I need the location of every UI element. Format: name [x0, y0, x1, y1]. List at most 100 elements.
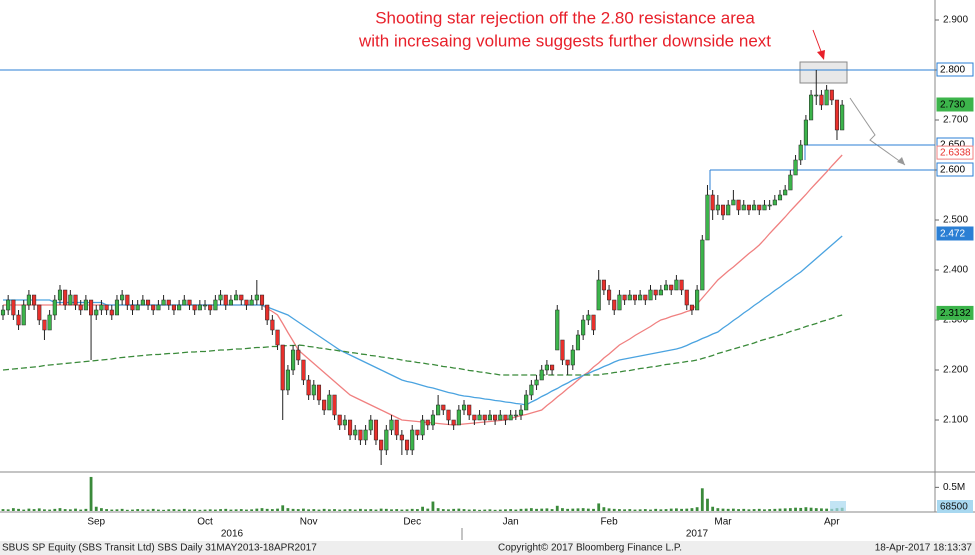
volume-bar: [11, 508, 15, 511]
candle-body: [389, 419, 394, 431]
y-tick-label: 2.100: [943, 415, 968, 426]
volume-bar: [452, 508, 456, 511]
candle-body: [311, 384, 316, 396]
candle-body: [187, 299, 192, 306]
pointer-arrow: [812, 29, 823, 55]
volume-bar: [778, 508, 782, 511]
candle-body: [493, 414, 498, 421]
volume-bar: [203, 509, 207, 511]
volume-bar: [447, 509, 450, 511]
candle-body: [171, 304, 176, 311]
volume-bar: [711, 506, 715, 511]
candle-body: [83, 299, 88, 311]
candle-body: [715, 204, 720, 211]
candle-body: [705, 194, 710, 241]
candle-body: [280, 344, 285, 391]
volume-bar: [79, 509, 83, 511]
candle-body: [73, 294, 78, 306]
level-tag: [936, 62, 974, 77]
volume-bar: [566, 508, 570, 511]
volume-bar: [545, 508, 549, 511]
candle-body: [202, 304, 208, 307]
candle-body: [752, 204, 757, 211]
volume-bar: [581, 508, 585, 511]
candle-body: [296, 349, 301, 361]
candle-body: [446, 409, 451, 421]
volume-tick-label: 0.5M: [943, 482, 965, 493]
volume-bar: [84, 508, 88, 511]
volume-bar: [700, 488, 704, 511]
volume-bar: [48, 509, 52, 511]
candle-body: [16, 314, 21, 326]
footer-right: 18-Apr-2017 18:13:37: [875, 543, 973, 554]
candle-body: [270, 319, 275, 331]
candle-body: [586, 314, 591, 321]
volume-bar: [825, 508, 829, 511]
candle-body: [368, 419, 373, 431]
volume-bar: [115, 509, 119, 511]
volume-bar: [390, 509, 393, 511]
volume-bar: [322, 508, 326, 511]
candle-body: [617, 294, 622, 311]
y-tick-label: 2.400: [943, 265, 968, 276]
volume-bar: [763, 509, 766, 511]
candle-body: [151, 304, 156, 311]
projection-arrow: [849, 97, 906, 166]
candle-body: [824, 89, 829, 106]
volume-bar: [369, 509, 373, 511]
candle-body: [663, 284, 669, 291]
candle-body: [47, 314, 52, 331]
volume-bar: [338, 509, 342, 511]
volume-bar: [586, 508, 590, 511]
candle-body: [498, 414, 503, 421]
volume-bar: [524, 508, 528, 511]
candle-body: [192, 304, 197, 311]
candle-body: [52, 299, 57, 316]
candle-body: [679, 279, 684, 291]
candle-body: [327, 394, 332, 411]
candle-body: [177, 304, 182, 311]
candle-body: [425, 419, 430, 426]
highlight-box: [799, 61, 848, 84]
x-tick-label: Mar: [714, 517, 732, 528]
candle-body: [182, 299, 187, 306]
volume-bar: [63, 509, 67, 511]
candle-body: [591, 314, 596, 331]
candle-body: [145, 299, 151, 306]
candle-body: [601, 279, 606, 291]
candle-body: [114, 299, 120, 316]
candle-body: [337, 414, 342, 426]
volume-bar: [281, 505, 285, 511]
volume-bar: [37, 508, 41, 511]
candle-body: [720, 204, 726, 216]
candle-body: [513, 414, 518, 417]
x-tick-label: Apr: [824, 517, 840, 528]
candle-body: [213, 299, 218, 311]
y-tick-label: 2.300: [943, 315, 968, 326]
volume-bar: [638, 509, 642, 511]
candle-body: [197, 304, 202, 311]
candle-body: [21, 304, 26, 326]
candle-body: [254, 294, 259, 301]
candle-body: [746, 204, 751, 211]
level-tag-label: 2.6338: [940, 148, 971, 159]
candle-body: [596, 279, 601, 311]
level-tag: [936, 145, 974, 160]
level-tag: [936, 226, 974, 241]
volume-bar: [804, 507, 808, 511]
y-tick-label: 2.500: [943, 215, 968, 226]
candle-body: [104, 304, 109, 311]
volume-bar: [94, 506, 98, 511]
candle-body: [788, 174, 793, 191]
candle-body: [819, 94, 824, 106]
candle-body: [26, 294, 31, 306]
volume-bar: [773, 508, 777, 511]
volume-bar: [493, 509, 497, 511]
volume-bar: [405, 509, 409, 511]
candle-body: [570, 349, 575, 366]
volume-bar: [208, 509, 212, 511]
candle-body: [622, 294, 627, 301]
volume-bar: [193, 509, 197, 511]
footer-band: [0, 541, 975, 555]
volume-bar: [68, 509, 72, 511]
